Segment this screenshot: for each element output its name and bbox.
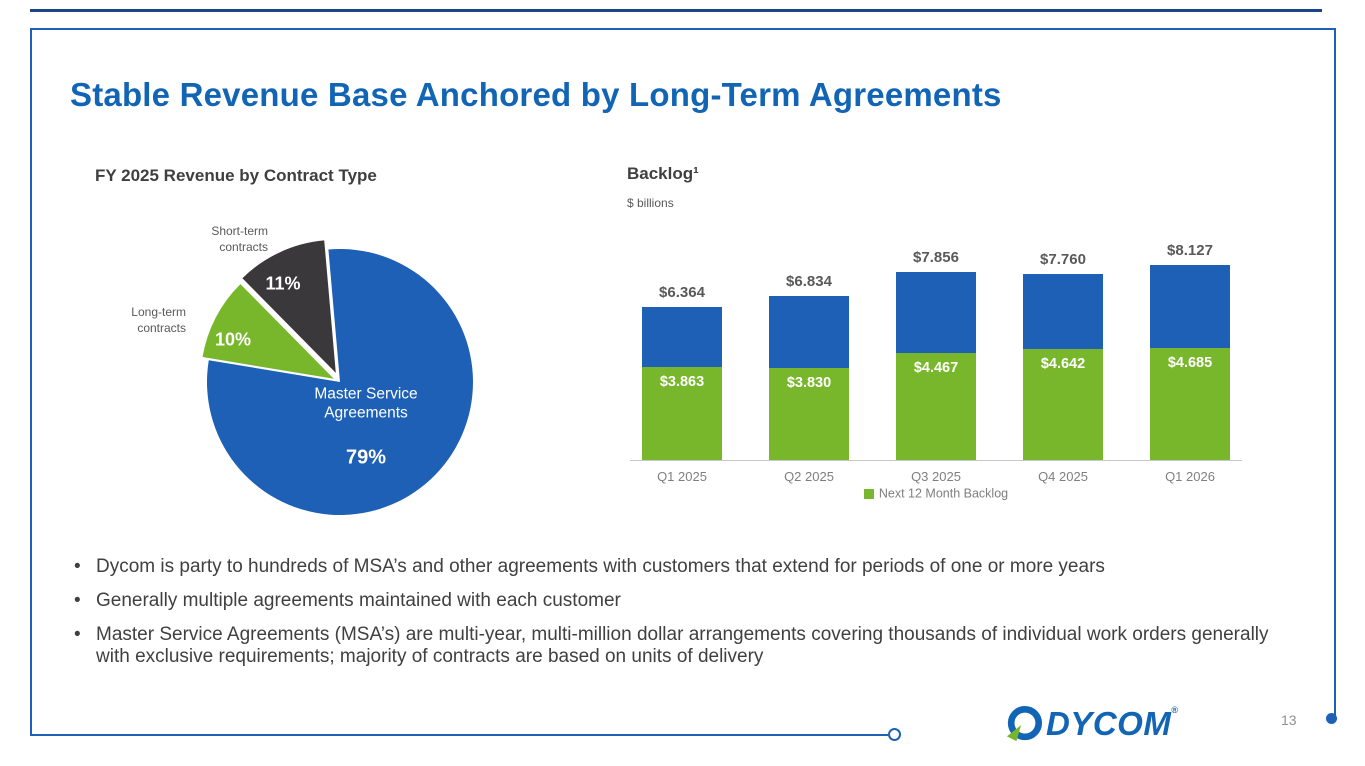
bullet-marker: • <box>74 589 81 611</box>
pie-chart-title: FY 2025 Revenue by Contract Type <box>95 166 377 185</box>
slide-border-bottom <box>30 734 888 736</box>
bar-stack-area: $6.834 $3.830 <box>769 230 849 460</box>
bar-total-label: $7.856 <box>913 248 959 266</box>
bullet-list: • Dycom is party to hundreds of MSA’s an… <box>68 556 1306 680</box>
bar-category-label: Q1 2026 <box>1165 469 1215 484</box>
bar-category-label: Q4 2025 <box>1038 469 1088 484</box>
bar-stack-area: $8.127 $4.685 <box>1150 230 1230 460</box>
bar-total-label: $8.127 <box>1167 242 1213 260</box>
page-number: 13 <box>1281 712 1297 728</box>
bar-segment-remaining-backlog <box>1023 273 1103 349</box>
bullet-text: Master Service Agreements (MSA’s) are mu… <box>96 623 1269 668</box>
pie-slice-label-msa-pct: 79% <box>345 446 387 469</box>
list-item: • Dycom is party to hundreds of MSA’s an… <box>68 556 1306 579</box>
pie-slice-label-msa: Master Service Agreements <box>314 385 418 422</box>
list-item: • Master Service Agreements (MSA’s) are … <box>68 624 1306 670</box>
list-item: • Generally multiple agreements maintain… <box>68 590 1306 613</box>
bar-total-label: $6.364 <box>659 284 705 302</box>
pie-slice-long-term <box>202 284 334 379</box>
bar-segment-remaining-backlog <box>896 271 976 353</box>
bar-column: $6.364 $3.863 Q1 2025 <box>642 230 722 484</box>
bar-segment-next-12-month: $4.685 <box>1150 347 1230 460</box>
pie-slice-short-term <box>242 240 336 373</box>
bar-segment-next-12-month: $3.830 <box>769 368 849 460</box>
top-accent-line <box>30 9 1322 12</box>
bar-column: $8.127 $4.685 Q1 2026 <box>1150 230 1230 484</box>
pie-slice-label-long-term-pct: 10% <box>214 329 252 350</box>
bar-segment-next-12-month: $4.467 <box>896 352 976 460</box>
bullet-text: Dycom is party to hundreds of MSA’s and … <box>96 556 1105 577</box>
x-axis-line <box>630 460 1242 461</box>
border-open-circle <box>888 728 901 741</box>
bar-category-label: Q2 2025 <box>784 469 834 484</box>
slide-border-right <box>1334 28 1336 718</box>
bar-columns: $6.364 $3.863 Q1 2025 $6.834 $3.830 Q2 2025 $7… <box>630 230 1242 484</box>
bar-segment-remaining-backlog <box>1150 265 1230 348</box>
pie-chart-svg <box>202 240 473 515</box>
pie-chart: 11% 10% Master Service Agreements 79% <box>190 232 490 532</box>
registered-mark: ® <box>1171 705 1178 715</box>
pie-label-long-term-contracts: Long-term contracts <box>131 305 186 335</box>
legend-label: Next 12 Month Backlog <box>878 486 1009 501</box>
bar-stack-area: $7.760 $4.642 <box>1023 230 1103 460</box>
slide-border-top <box>30 28 1336 30</box>
pie-slice-label-short-term-pct: 11% <box>265 273 301 294</box>
bullet-marker: • <box>74 623 81 645</box>
bar-chart: $6.364 $3.863 Q1 2025 $6.834 $3.830 Q2 2025 $7… <box>630 230 1242 520</box>
bar-segment-next-12-month: $4.642 <box>1023 348 1103 460</box>
legend-swatch <box>863 488 874 499</box>
dycom-logo: DYCOM ® <box>1005 705 1178 743</box>
chart-legend: Next 12 Month Backlog <box>630 486 1242 501</box>
bar-column: $7.856 $4.467 Q3 2025 <box>896 230 976 484</box>
bar-total-label: $7.760 <box>1040 250 1086 268</box>
bar-category-label: Q3 2025 <box>911 469 961 484</box>
pie-slice-msa <box>207 249 473 515</box>
dycom-wordmark: DYCOM <box>1046 705 1172 742</box>
slide-border-left <box>30 28 32 736</box>
bullet-marker: • <box>74 556 81 577</box>
bar-category-label: Q1 2025 <box>657 469 707 484</box>
page-title: Stable Revenue Base Anchored by Long-Ter… <box>70 76 1002 113</box>
bar-segment-next-12-month: $3.863 <box>642 367 722 460</box>
dycom-logo-icon <box>1006 705 1043 742</box>
pie-label-short-term-contracts: Short-term contracts <box>211 224 268 254</box>
bar-column: $7.760 $4.642 Q4 2025 <box>1023 230 1103 484</box>
border-end-dot <box>1326 713 1337 724</box>
bar-total-label: $6.834 <box>786 273 832 291</box>
bar-stack-area: $7.856 $4.467 <box>896 230 976 460</box>
bar-segment-remaining-backlog <box>769 296 849 369</box>
bar-column: $6.834 $3.830 Q2 2025 <box>769 230 849 484</box>
bullet-text: Generally multiple agreements maintained… <box>96 589 621 611</box>
bar-chart-title: Backlog¹ <box>627 164 699 183</box>
bar-stack-area: $6.364 $3.863 <box>642 230 722 460</box>
bar-segment-remaining-backlog <box>642 307 722 368</box>
bar-chart-subtitle: $ billions <box>627 196 674 210</box>
